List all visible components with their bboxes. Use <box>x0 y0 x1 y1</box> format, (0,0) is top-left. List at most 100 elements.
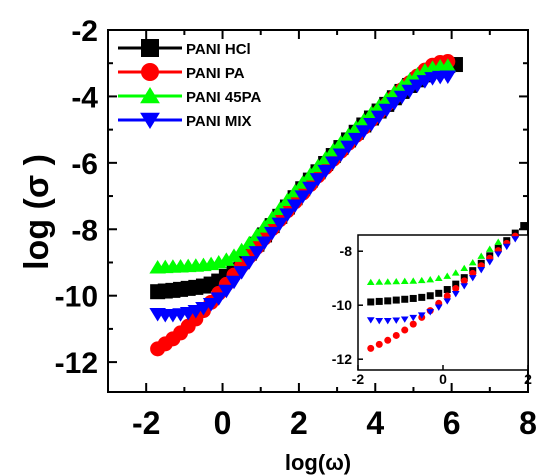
inset-data-point-pani-45pa <box>468 259 477 266</box>
data-point-pani-mix <box>386 97 403 111</box>
data-point-pani-mix <box>210 292 227 306</box>
inset-data-point-pani-45pa <box>451 269 460 276</box>
legend-item-pani-mix: PANI MIX <box>118 112 252 130</box>
data-point-pani-mix <box>325 156 342 171</box>
inset-data-point-pani-hcl <box>452 280 460 288</box>
inset-y-tick-label: -12 <box>332 351 352 367</box>
legend-label: PANI 45PA <box>186 89 261 106</box>
inset-data-point-pani-mix <box>485 259 494 266</box>
inset-data-point-pani-45pa <box>494 238 503 245</box>
data-point-pani-mix <box>294 190 311 204</box>
data-point-pani-45pa <box>233 242 250 257</box>
legend-item-pani-pa: PANI PA <box>118 63 245 82</box>
inset-series-pani-45pa <box>366 238 503 286</box>
inset-data-point-pani-mix <box>511 236 520 243</box>
legend-marker <box>141 39 159 57</box>
x-tick-label: -2 <box>132 405 160 441</box>
inset-x-tick-label: -2 <box>352 371 365 387</box>
data-point-pani-mix <box>241 256 258 270</box>
inset-plot-frame <box>357 234 529 371</box>
inset-data-point-pani-hcl <box>401 295 409 303</box>
data-point-pani-mix <box>271 217 289 232</box>
y-tick-label: -8 <box>71 214 98 247</box>
inset-data-point-pani-45pa <box>409 277 418 284</box>
inset-data-point-pani-45pa <box>400 277 409 284</box>
y-tick-label: -10 <box>55 281 98 314</box>
inset-data-point-pani-pa <box>401 326 409 334</box>
inset-data-point-pani-pa <box>409 320 417 328</box>
inset-data-point-pani-45pa <box>460 264 469 272</box>
legend-marker <box>141 63 159 81</box>
data-point-pani-mix <box>286 199 304 213</box>
inset-data-point-pani-mix <box>477 267 486 274</box>
inset-data-point-pani-mix <box>460 283 469 290</box>
data-point-pani-mix <box>256 236 273 251</box>
inset-y-tick-label: -10 <box>332 297 352 313</box>
inset-data-point-pani-45pa <box>434 274 443 281</box>
inset-data-point-pani-mix <box>409 314 418 322</box>
y-tick-label: -4 <box>71 81 98 114</box>
inset-data-point-pani-mix <box>468 275 477 282</box>
inset-data-point-pani-hcl <box>392 296 400 304</box>
inset-data-point-pani-45pa <box>392 277 401 285</box>
inset-data-point-pani-pa <box>392 331 400 339</box>
inset-data-point-pani-mix <box>434 304 443 311</box>
inset-data-point-pani-hcl <box>409 294 417 302</box>
inset-data-point-pani-hcl <box>367 298 375 306</box>
inset-data-point-pani-mix <box>502 243 511 251</box>
inset-data-point-pani-hcl <box>384 297 392 305</box>
inset-data-point-pani-hcl <box>520 222 528 230</box>
data-point-pani-mix <box>401 84 418 99</box>
data-point-pani-mix <box>378 103 395 118</box>
inset-data-point-pani-45pa <box>383 278 392 285</box>
inset-data-point-pani-pa <box>460 277 468 285</box>
inset-data-point-pani-mix <box>392 317 401 324</box>
inset-data-point-pani-45pa <box>426 276 435 283</box>
inset-data-point-pani-pa <box>367 344 375 352</box>
x-tick-label: 4 <box>366 405 384 441</box>
legend-item-pani-hcl: PANI HCl <box>118 39 251 58</box>
inset-data-point-pani-45pa <box>366 278 375 286</box>
legend-marker <box>140 112 160 129</box>
legend-label: PANI MIX <box>186 113 252 130</box>
legend-item-pani-45pa: PANI 45PA <box>118 87 261 106</box>
x-tick-label: 0 <box>214 405 232 441</box>
inset-data-point-pani-mix <box>417 312 426 319</box>
inset-data-point-pani-45pa <box>443 272 452 279</box>
inset-x-tick-label: 0 <box>439 371 447 387</box>
inset-data-point-pani-45pa <box>485 245 494 252</box>
data-point-pani-mix <box>302 181 319 196</box>
inset-data-point-pani-pa <box>384 336 392 344</box>
data-point-pani-mix <box>225 275 243 290</box>
inset-data-point-pani-hcl <box>435 289 443 297</box>
main-axis-ticks: -2 0 2 4 6 8 -2 -4 -6 -8 -10 -12 <box>55 15 537 441</box>
main-data-series <box>149 54 463 357</box>
x-axis-title: log(ω) <box>285 450 351 475</box>
data-point-pani-45pa <box>241 235 258 250</box>
inset-data-point-pani-mix <box>494 251 503 258</box>
inset-data-point-pani-pa <box>452 284 460 292</box>
inset-data-point-pani-mix <box>426 309 435 316</box>
x-tick-label: 8 <box>519 405 537 441</box>
y-tick-label: -2 <box>71 15 98 48</box>
inset-y-tick-label: -8 <box>340 243 353 259</box>
data-point-pani-mix <box>363 117 380 132</box>
inset-data-series <box>366 222 528 352</box>
data-point-pani-45pa <box>225 248 243 262</box>
data-point-pani-mix <box>279 208 296 222</box>
legend-marker <box>140 87 160 104</box>
y-axis-title: log (σ ) <box>18 154 56 270</box>
y-tick-label: -6 <box>71 148 98 181</box>
inset-data-point-pani-mix <box>366 317 375 324</box>
inset-data-point-pani-mix <box>443 298 452 305</box>
inset-data-point-pani-hcl <box>443 286 451 294</box>
data-point-pani-mix <box>218 284 235 299</box>
x-tick-label: 2 <box>290 405 308 441</box>
inset-data-point-pani-pa <box>375 340 383 348</box>
x-tick-label: 6 <box>443 405 461 441</box>
inset-data-point-pani-mix <box>451 291 460 298</box>
inset-data-point-pani-pa <box>443 292 451 300</box>
legend-label: PANI PA <box>186 65 245 82</box>
inset-data-point-pani-pa <box>469 269 477 277</box>
